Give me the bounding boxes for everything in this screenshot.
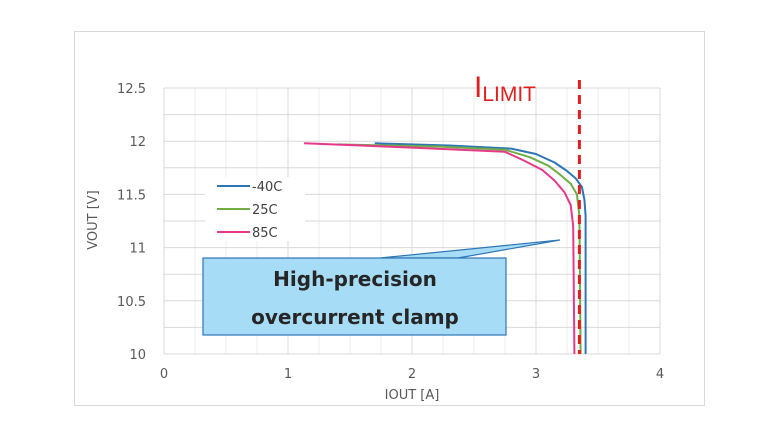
callout: High-precision overcurrent clamp (202, 239, 561, 336)
series-line (374, 142, 587, 354)
x-tick-labels: 0 1 2 3 4 (160, 367, 664, 382)
ilimit-label: ILIMIT (474, 71, 536, 106)
series-line (304, 142, 576, 355)
y-tick-label: 10.5 (117, 295, 146, 310)
limit-marker: ILIMIT (474, 71, 581, 354)
x-axis-title: IOUT [A] (385, 388, 440, 403)
legend-label: 85C (252, 226, 278, 241)
legend-label: -40C (252, 180, 282, 195)
y-tick-label: 12 (129, 135, 146, 150)
chart-area (74, 31, 705, 406)
callout-line1: High-precision (273, 267, 437, 291)
callout-line2: overcurrent clamp (251, 305, 459, 329)
y-tick-label: 11.5 (117, 188, 146, 203)
y-tick-labels: 10 10.5 11 11.5 12 12.5 (117, 82, 146, 363)
x-tick-label: 3 (532, 367, 540, 382)
y-tick-label: 10 (129, 348, 146, 363)
x-tick-label: 2 (408, 367, 416, 382)
x-tick-label: 4 (656, 367, 664, 382)
legend-label: 25C (252, 203, 278, 218)
y-tick-label: 12.5 (117, 82, 146, 97)
callout-box (202, 257, 507, 336)
y-axis-title: VOUT [V] (86, 190, 101, 250)
callout-pointer (379, 239, 561, 259)
legend: -40C 25C 85C (205, 177, 305, 241)
ilimit-label-main: I (474, 71, 482, 104)
ilimit-label-sub: LIMIT (482, 83, 536, 106)
x-tick-label: 0 (160, 367, 168, 382)
y-tick-label: 11 (129, 242, 146, 257)
x-tick-label: 1 (284, 367, 292, 382)
